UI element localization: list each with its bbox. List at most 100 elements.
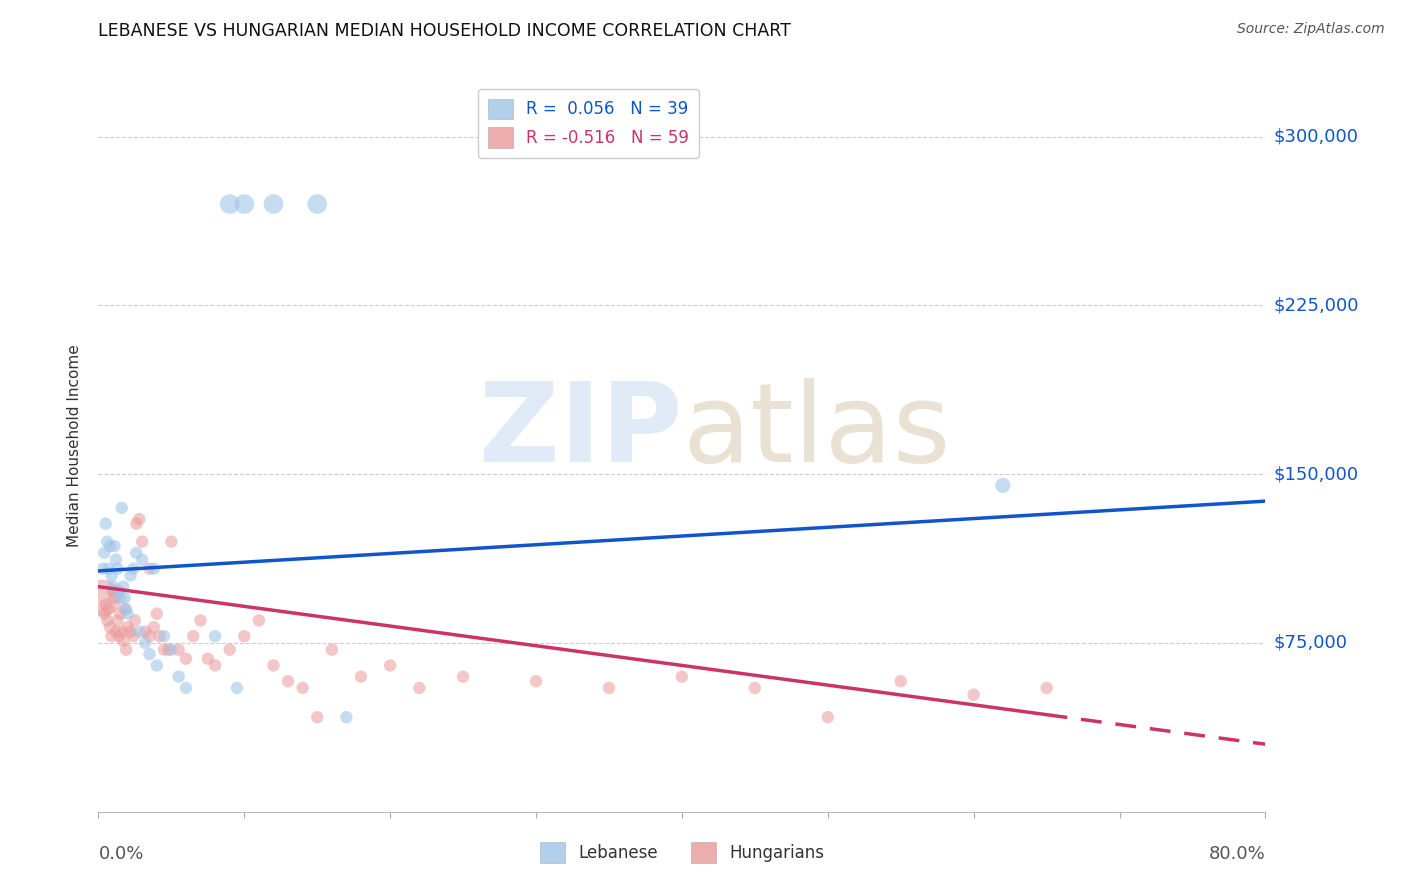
Point: [96, 614, 118, 628]
Point: [204, 629, 226, 643]
Point: [138, 562, 160, 576]
Point: [167, 642, 190, 657]
Point: [128, 624, 150, 639]
Point: [98, 620, 121, 634]
Text: LEBANESE VS HUNGARIAN MEDIAN HOUSEHOLD INCOME CORRELATION CHART: LEBANESE VS HUNGARIAN MEDIAN HOUSEHOLD I…: [98, 22, 792, 40]
Point: [128, 512, 150, 526]
Point: [218, 642, 240, 657]
Point: [120, 568, 142, 582]
Point: [94, 598, 117, 612]
Point: [817, 710, 839, 724]
Point: [160, 642, 183, 657]
Point: [138, 629, 160, 643]
Point: [122, 562, 145, 576]
Point: [115, 642, 138, 657]
Point: [97, 562, 120, 576]
Text: $75,000: $75,000: [1274, 634, 1348, 652]
Point: [97, 602, 120, 616]
Point: [100, 629, 122, 643]
Point: [167, 670, 190, 684]
Point: [117, 620, 139, 634]
Point: [190, 614, 212, 628]
Y-axis label: Median Household Income: Median Household Income: [67, 344, 83, 548]
Point: [291, 681, 314, 695]
Point: [149, 629, 172, 643]
Point: [226, 681, 249, 695]
Point: [94, 516, 117, 531]
Point: [120, 624, 142, 639]
Point: [218, 197, 240, 211]
Point: [321, 642, 343, 657]
Point: [117, 607, 139, 621]
Point: [247, 614, 270, 628]
Point: [122, 629, 145, 643]
Text: $300,000: $300,000: [1274, 128, 1358, 145]
Point: [125, 546, 148, 560]
Point: [262, 658, 284, 673]
Point: [131, 552, 153, 566]
Point: [114, 591, 136, 605]
Point: [103, 539, 125, 553]
Point: [262, 197, 284, 211]
Point: [111, 500, 134, 515]
Point: [98, 539, 121, 553]
Point: [153, 629, 176, 643]
Point: [91, 562, 114, 576]
Point: [114, 602, 136, 616]
Point: [105, 562, 128, 576]
Legend: Lebanese, Hungarians: Lebanese, Hungarians: [533, 836, 831, 869]
Point: [307, 710, 329, 724]
Point: [233, 629, 256, 643]
Point: [112, 580, 135, 594]
Point: [93, 546, 115, 560]
Point: [1035, 681, 1057, 695]
Point: [112, 633, 135, 648]
Point: [104, 552, 127, 566]
Point: [146, 607, 169, 621]
Point: [93, 607, 115, 621]
Point: [142, 562, 165, 576]
Point: [142, 620, 165, 634]
Point: [134, 624, 156, 639]
Point: [125, 516, 148, 531]
Text: $150,000: $150,000: [1274, 465, 1358, 483]
Point: [671, 670, 693, 684]
Point: [378, 658, 402, 673]
Point: [115, 602, 138, 616]
Point: [101, 580, 124, 594]
Point: [153, 642, 176, 657]
Text: atlas: atlas: [682, 378, 950, 485]
Point: [110, 607, 132, 621]
Point: [335, 710, 357, 724]
Point: [101, 584, 124, 599]
Point: [91, 591, 114, 605]
Point: [146, 658, 169, 673]
Point: [134, 636, 156, 650]
Point: [157, 642, 180, 657]
Text: 0.0%: 0.0%: [98, 845, 143, 863]
Text: ZIP: ZIP: [478, 378, 682, 485]
Text: Source: ZipAtlas.com: Source: ZipAtlas.com: [1237, 22, 1385, 37]
Point: [124, 614, 146, 628]
Point: [111, 624, 134, 639]
Point: [744, 681, 766, 695]
Point: [277, 674, 299, 689]
Text: 80.0%: 80.0%: [1209, 845, 1265, 863]
Point: [174, 651, 197, 665]
Point: [181, 629, 204, 643]
Point: [105, 614, 128, 628]
Point: [307, 197, 329, 211]
Point: [96, 534, 118, 549]
Point: [104, 624, 127, 639]
Point: [197, 651, 219, 665]
Point: [160, 534, 183, 549]
Point: [598, 681, 620, 695]
Point: [100, 568, 122, 582]
Point: [451, 670, 474, 684]
Text: $225,000: $225,000: [1274, 296, 1360, 314]
Point: [103, 591, 125, 605]
Point: [131, 534, 153, 549]
Point: [408, 681, 430, 695]
Point: [233, 197, 256, 211]
Point: [204, 658, 226, 673]
